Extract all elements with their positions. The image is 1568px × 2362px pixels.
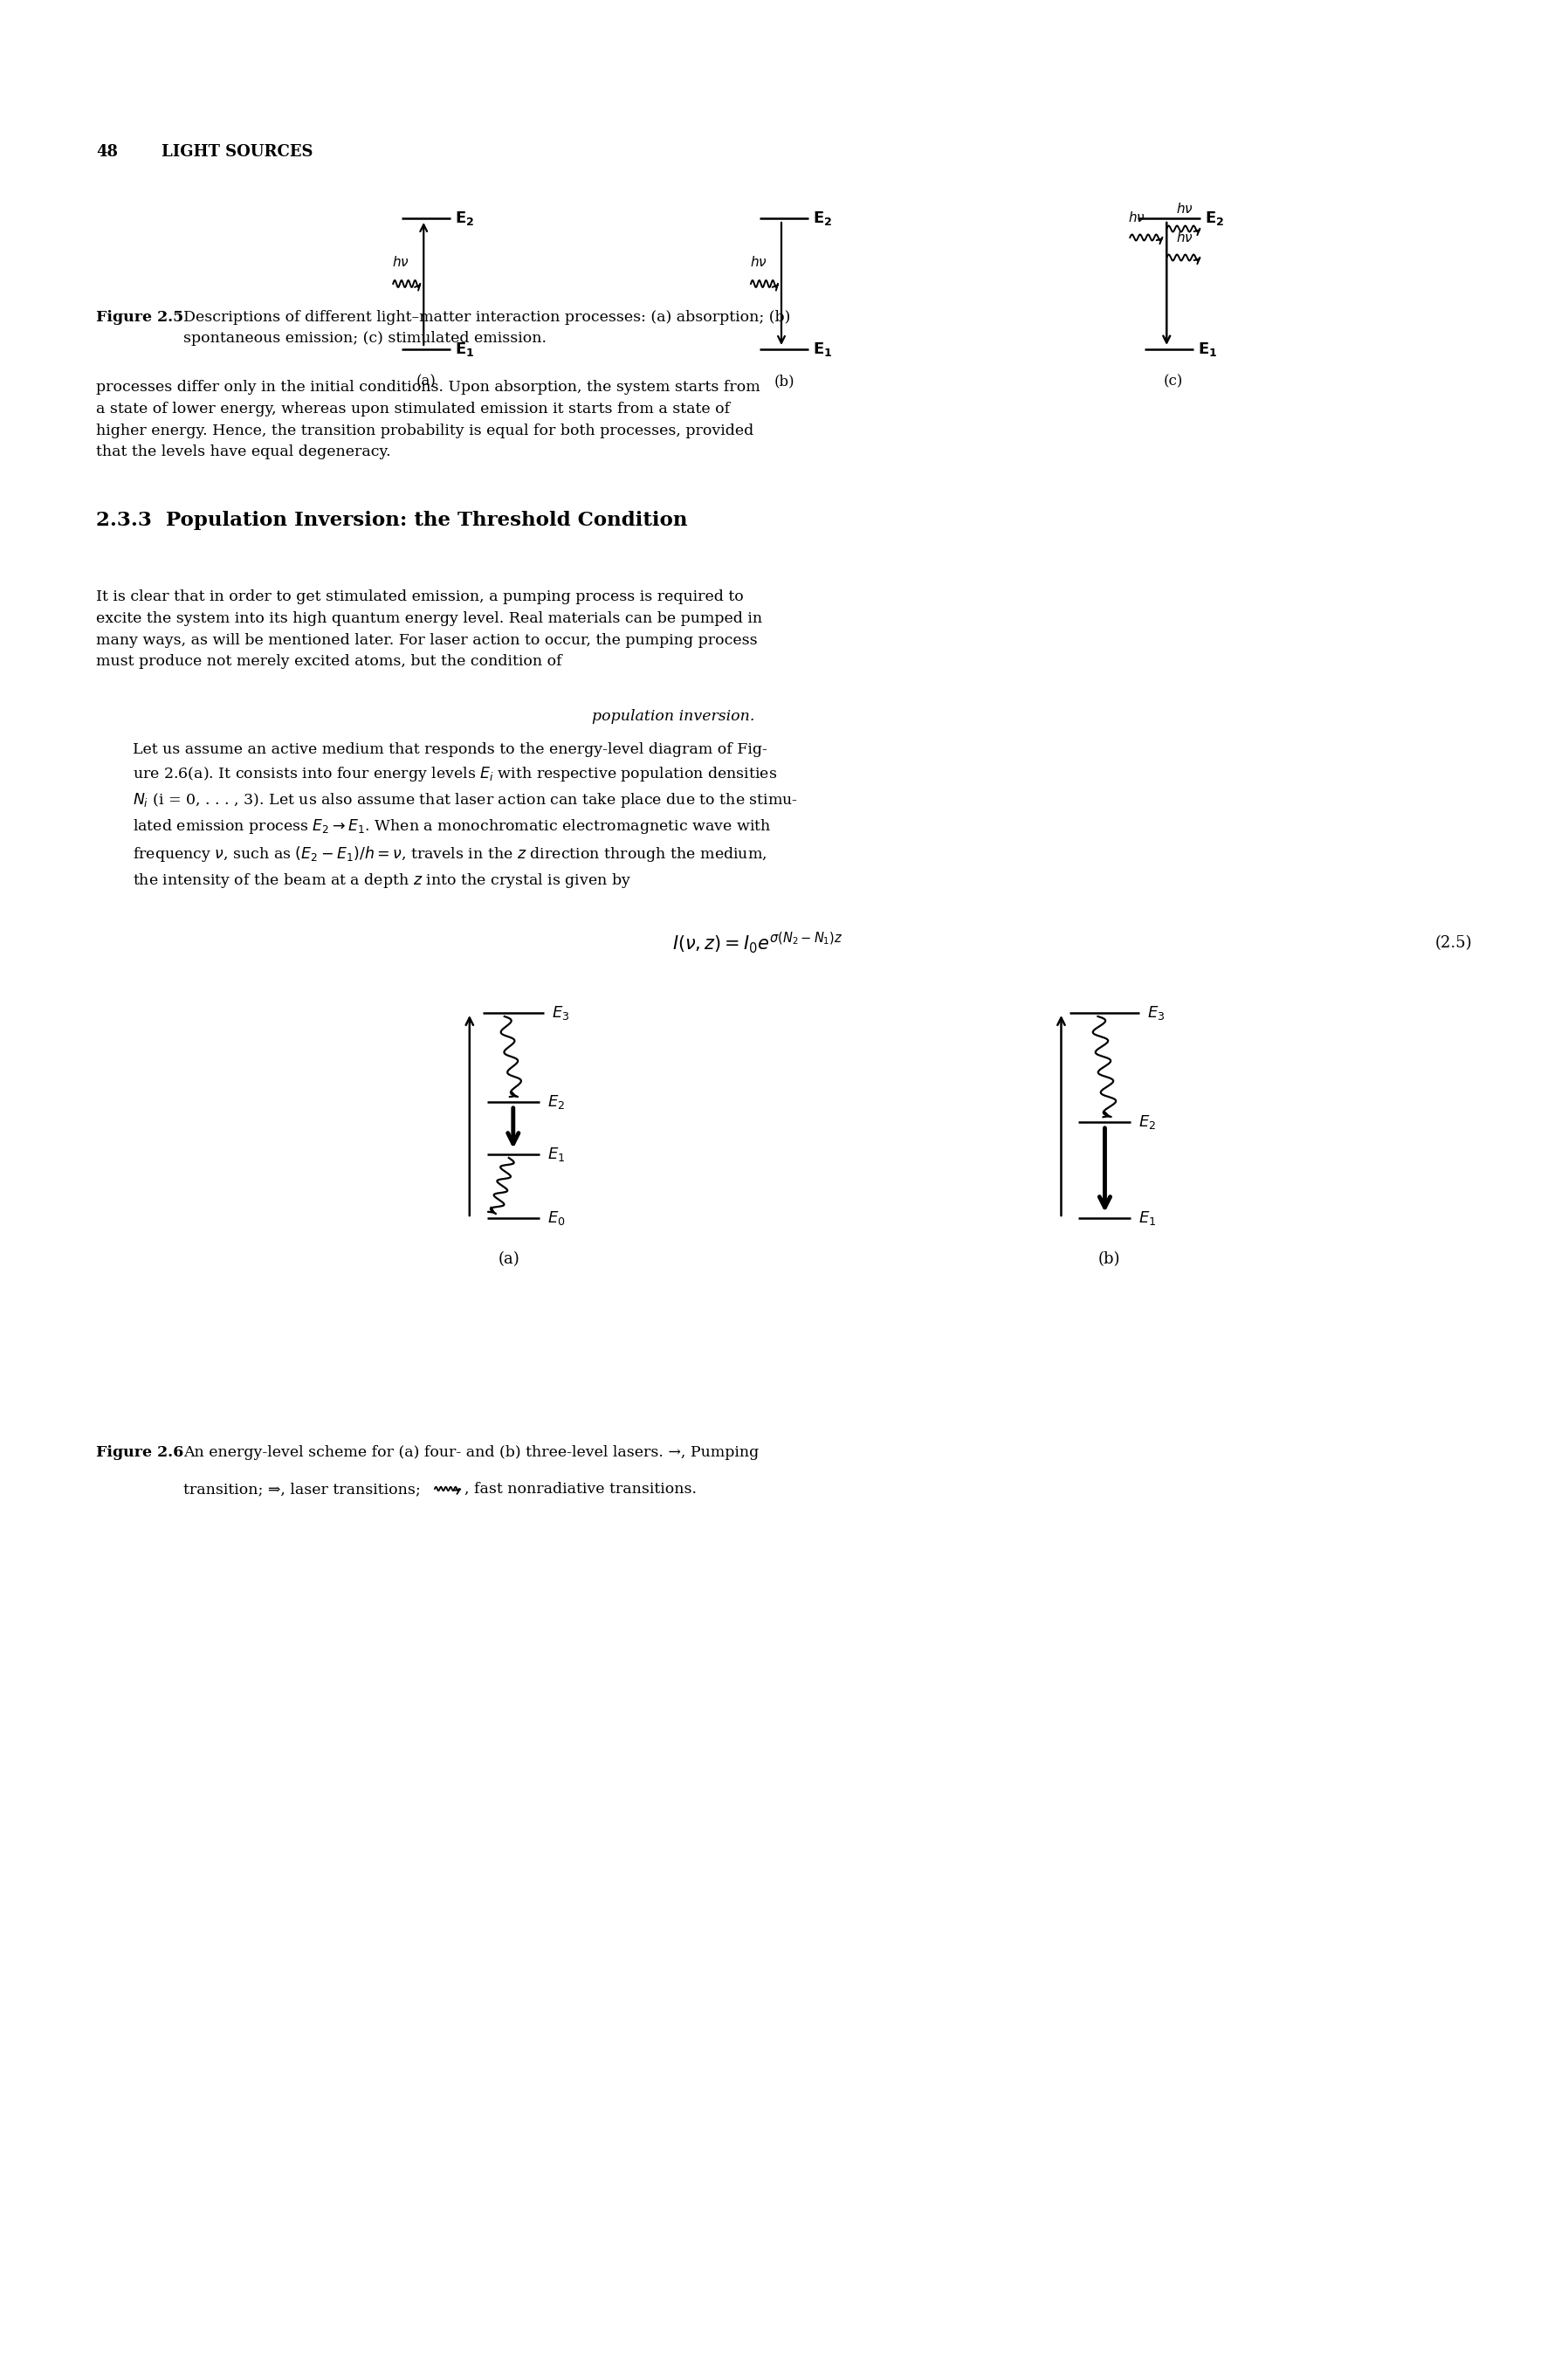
Text: $E_1$: $E_1$ [547, 1146, 564, 1162]
Text: It is clear that in order to get stimulated emission, a pumping process is requi: It is clear that in order to get stimula… [96, 590, 762, 668]
Text: (c): (c) [1163, 373, 1184, 390]
Text: 48: 48 [96, 144, 118, 161]
Text: $h\nu$: $h\nu$ [392, 255, 409, 269]
Text: Let us assume an active medium that responds to the energy-level diagram of Fig-: Let us assume an active medium that resp… [133, 742, 798, 890]
Text: An energy-level scheme for (a) four- and (b) three-level lasers. →, Pumping: An energy-level scheme for (a) four- and… [183, 1446, 759, 1460]
Text: $\mathbf{E_2}$: $\mathbf{E_2}$ [1206, 210, 1225, 227]
Text: population inversion.: population inversion. [593, 709, 754, 723]
Text: LIGHT SOURCES: LIGHT SOURCES [162, 144, 314, 161]
Text: (b): (b) [773, 373, 795, 390]
Text: transition; ⇒, laser transitions;: transition; ⇒, laser transitions; [183, 1481, 425, 1498]
Text: $h\nu$: $h\nu$ [1176, 201, 1193, 215]
Text: (a): (a) [416, 373, 436, 390]
Text: $E_1$: $E_1$ [1138, 1209, 1157, 1226]
Text: $I(\nu, z) = I_0 e^{\sigma(N_2 - N_1)z}$: $I(\nu, z) = I_0 e^{\sigma(N_2 - N_1)z}$ [673, 931, 844, 957]
Text: $\mathbf{E_1}$: $\mathbf{E_1}$ [455, 340, 475, 359]
Text: $\mathbf{E_1}$: $\mathbf{E_1}$ [1198, 340, 1218, 359]
Text: (b): (b) [1098, 1252, 1120, 1266]
Text: $E_2$: $E_2$ [547, 1094, 564, 1110]
Text: $E_2$: $E_2$ [1138, 1113, 1157, 1131]
Text: Figure 2.5: Figure 2.5 [96, 309, 183, 326]
Text: $\mathbf{E_2}$: $\mathbf{E_2}$ [455, 210, 475, 227]
Text: (2.5): (2.5) [1435, 935, 1472, 952]
Text: $E_3$: $E_3$ [1148, 1004, 1165, 1023]
Text: $E_0$: $E_0$ [547, 1209, 564, 1226]
Text: 2.3.3  Population Inversion: the Threshold Condition: 2.3.3 Population Inversion: the Threshol… [96, 510, 687, 529]
Text: , fast nonradiative transitions.: , fast nonradiative transitions. [464, 1481, 696, 1498]
Text: $h\nu$: $h\nu$ [1129, 210, 1146, 224]
Text: Descriptions of different light–matter interaction processes: (a) absorption; (b: Descriptions of different light–matter i… [183, 309, 790, 345]
Text: (a): (a) [499, 1252, 519, 1266]
Text: $h\nu$: $h\nu$ [750, 255, 767, 269]
Text: processes differ only in the initial conditions. Upon absorption, the system sta: processes differ only in the initial con… [96, 380, 760, 461]
Text: Figure 2.6: Figure 2.6 [96, 1446, 183, 1460]
Text: $E_3$: $E_3$ [552, 1004, 569, 1023]
Text: $\mathbf{E_1}$: $\mathbf{E_1}$ [812, 340, 833, 359]
Text: $\mathbf{E_2}$: $\mathbf{E_2}$ [812, 210, 833, 227]
Text: $h\nu$: $h\nu$ [1176, 231, 1193, 246]
